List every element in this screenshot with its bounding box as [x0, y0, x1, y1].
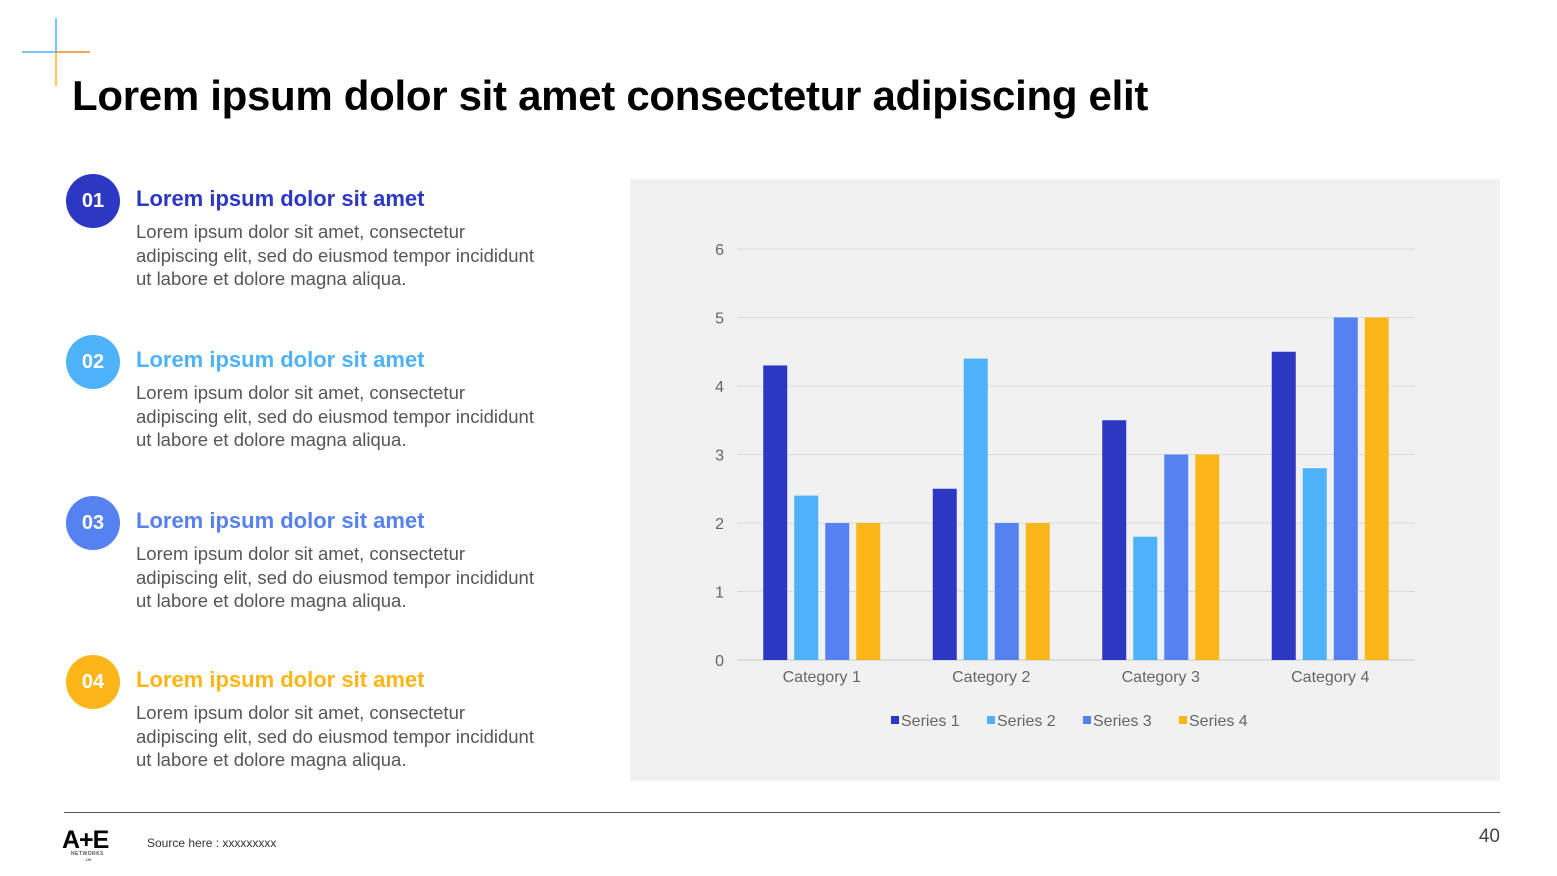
legend-label: Series 3: [1093, 713, 1152, 730]
legend-swatch: [1179, 716, 1187, 724]
logo-subtext: NETWORKS: [71, 851, 104, 857]
y-tick-label: 3: [715, 448, 724, 465]
bar: [932, 488, 957, 660]
bar: [1133, 536, 1158, 660]
footer-divider: [64, 812, 1500, 813]
item-heading-4: Lorem ipsum dolor sit amet: [136, 667, 425, 692]
legend-label: Series 4: [1189, 713, 1248, 730]
x-tick-label: Category 1: [783, 669, 861, 686]
bar: [825, 523, 850, 660]
corner-cross-decoration: [22, 18, 90, 86]
number-badge-3: 03: [66, 496, 120, 550]
logo-text: A+E: [62, 826, 109, 854]
x-tick-label: Category 3: [1122, 669, 1200, 686]
y-tick-label: 6: [715, 242, 724, 259]
bar: [1025, 523, 1050, 660]
bar: [763, 365, 788, 660]
page-number: 40: [1478, 826, 1500, 847]
item-body-2: Lorem ipsum dolor sit amet, consectetur …: [136, 382, 534, 450]
item-heading-3: Lorem ipsum dolor sit amet: [136, 508, 425, 533]
y-tick-label: 5: [715, 311, 724, 328]
bar: [1164, 454, 1189, 660]
chart-panel: 0 1 2 3 4 5 6 Category 1 Category 2 Category 3 Cat…: [630, 179, 1500, 781]
company-logo: A+E NETWORKS UK: [62, 826, 116, 866]
number-badge-2: 02: [66, 335, 120, 389]
x-tick-label: Category 4: [1291, 669, 1369, 686]
bar: [794, 495, 819, 660]
item-heading-1: Lorem ipsum dolor sit amet: [136, 186, 425, 211]
item-heading-2: Lorem ipsum dolor sit amet: [136, 347, 425, 372]
item-body-3: Lorem ipsum dolor sit amet, consectetur …: [136, 543, 534, 611]
y-tick-label: 1: [715, 585, 724, 602]
legend-swatch: [987, 716, 995, 724]
y-tick-label: 0: [715, 653, 724, 670]
item-body-4: Lorem ipsum dolor sit amet, consectetur …: [136, 702, 534, 770]
bar: [963, 358, 988, 660]
bar-chart: 0 1 2 3 4 5 6 Category 1 Category 2 Category 3 Cat…: [715, 242, 1415, 730]
slide-title: Lorem ipsum dolor sit amet consectetur a…: [72, 72, 1149, 119]
bar: [994, 523, 1019, 660]
bar: [1102, 420, 1127, 660]
bar: [856, 523, 881, 660]
bar: [1333, 317, 1358, 660]
source-note: Source here : xxxxxxxxx: [147, 836, 277, 850]
legend-swatch: [1083, 716, 1091, 724]
legend-label: Series 1: [901, 713, 960, 730]
logo-subtext-uk: UK: [86, 857, 92, 862]
legend-label: Series 2: [997, 713, 1056, 730]
bar: [1364, 317, 1389, 660]
number-badge-1: 01: [66, 174, 120, 228]
item-body-1: Lorem ipsum dolor sit amet, consectetur …: [136, 221, 534, 289]
bar: [1271, 351, 1296, 660]
y-tick-label: 2: [715, 516, 724, 533]
x-tick-label: Category 2: [952, 669, 1030, 686]
bar: [1302, 468, 1327, 660]
number-badge-4: 04: [66, 655, 120, 709]
y-tick-label: 4: [715, 379, 724, 396]
bar: [1195, 454, 1220, 660]
legend-swatch: [891, 716, 899, 724]
